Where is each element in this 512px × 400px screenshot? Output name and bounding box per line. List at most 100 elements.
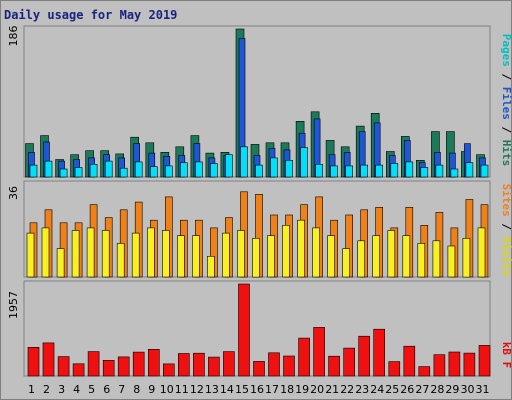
x-tick-label-7: 7: [118, 383, 125, 396]
bar-middle-visits-25: [387, 230, 396, 278]
bar-middle-visits-12: [192, 235, 200, 278]
legend-middle-part-2: Visits: [500, 237, 512, 277]
bar-middle-visits-15: [237, 230, 245, 278]
bar-top-pages-24: [375, 164, 384, 178]
bar-bottom-kbytes-2: [42, 342, 55, 377]
bar-bottom-kbytes-15: [238, 283, 250, 377]
panel-bottom: 1957 kB F: [7, 280, 512, 377]
bar-bottom-kbytes-22: [343, 347, 356, 377]
x-tick-label-19: 19: [295, 383, 309, 396]
bar-bottom-kbytes-12: [193, 352, 205, 377]
x-tick-label-24: 24: [370, 383, 384, 396]
bar-top-pages-6: [104, 160, 113, 178]
bar-top-pages-26: [405, 161, 414, 178]
x-tick-label-5: 5: [88, 383, 95, 396]
bar-bottom-kbytes-24: [373, 328, 386, 377]
bar-top-pages-10: [165, 165, 173, 178]
bar-middle-visits-10: [162, 230, 170, 278]
x-tick-label-11: 11: [175, 383, 189, 396]
bar-top-pages-31: [480, 164, 489, 178]
x-tick-label-1: 1: [28, 383, 35, 396]
bar-middle-visits-11: [177, 235, 185, 278]
bar-top-pages-1: [29, 164, 38, 178]
bar-middle-visits-18: [282, 225, 290, 278]
bar-top-pages-18: [285, 160, 293, 178]
bar-top-pages-4: [74, 167, 83, 178]
bar-bottom-kbytes-20: [313, 327, 325, 377]
bar-bottom-kbytes-28: [433, 354, 446, 377]
panel-bottom-max-label: 1957: [7, 291, 20, 319]
x-tick-label-6: 6: [103, 383, 110, 396]
panel-middle: 36 Sites / Visits: [7, 180, 512, 278]
bar-bottom-kbytes-23: [358, 335, 371, 377]
x-tick-label-2: 2: [43, 383, 50, 396]
x-tick-label-10: 10: [160, 383, 174, 396]
bar-middle-visits-28: [432, 240, 441, 278]
bar-top-pages-16: [255, 164, 263, 178]
bar-bottom-kbytes-30: [463, 352, 476, 377]
bar-middle-visits-7: [116, 243, 125, 278]
bar-middle-visits-4: [71, 230, 80, 278]
legend-top-part-3: /: [500, 120, 512, 140]
bar-top-pages-9: [150, 166, 158, 178]
bar-middle-visits-2: [41, 227, 50, 278]
bar-top-pages-12: [195, 161, 203, 178]
bar-top-pages-7: [119, 167, 128, 178]
panel-middle-legend: Sites / Visits: [500, 184, 512, 277]
bar-top-pages-17: [270, 157, 278, 178]
bar-top-pages-11: [180, 162, 188, 178]
bar-bottom-kbytes-6: [102, 359, 115, 377]
bar-bottom-kbytes-25: [388, 361, 401, 377]
x-tick-label-3: 3: [58, 383, 65, 396]
bar-middle-visits-8: [131, 232, 140, 278]
bar-top-pages-8: [134, 161, 143, 178]
bar-bottom-kbytes-4: [72, 363, 85, 377]
bar-top-pages-23: [360, 164, 369, 178]
x-tick-label-15: 15: [235, 383, 249, 396]
legend-middle-part-0: Sites: [500, 184, 512, 217]
x-tick-label-31: 31: [476, 383, 490, 396]
bar-bottom-kbytes-10: [163, 363, 175, 377]
x-tick-label-22: 22: [340, 383, 354, 396]
panel-top-legend: Pages / Files / Hits: [500, 34, 512, 167]
bar-bottom-kbytes-17: [268, 352, 280, 377]
bar-top-pages-5: [89, 164, 98, 178]
x-tick-label-23: 23: [355, 383, 369, 396]
bar-bottom-kbytes-27: [418, 366, 431, 377]
bar-middle-visits-22: [342, 248, 351, 278]
x-tick-label-28: 28: [430, 383, 444, 396]
legend-bottom-part-0: kB F: [500, 342, 512, 369]
bar-bottom-kbytes-18: [283, 355, 295, 377]
x-tick-label-9: 9: [148, 383, 155, 396]
bar-top-pages-22: [345, 165, 354, 178]
x-tick-label-4: 4: [73, 383, 80, 396]
bar-middle-visits-31: [477, 227, 486, 278]
bar-bottom-kbytes-21: [328, 355, 340, 377]
bar-middle-visits-27: [417, 243, 426, 278]
bar-middle-visits-21: [327, 235, 335, 278]
x-tick-label-16: 16: [250, 383, 264, 396]
bar-top-pages-27: [420, 167, 429, 178]
bar-middle-visits-9: [147, 227, 155, 278]
bar-bottom-kbytes-5: [87, 351, 100, 377]
chart-title: Daily usage for May 2019: [4, 8, 177, 22]
bar-top-pages-14: [225, 154, 233, 178]
bar-bottom-kbytes-8: [132, 351, 145, 377]
bar-middle-visits-20: [312, 227, 320, 278]
x-tick-label-27: 27: [415, 383, 429, 396]
x-tick-label-8: 8: [133, 383, 140, 396]
panel-top: 186 Pages / Files / Hits: [7, 25, 512, 178]
panel-top-max-label: 186: [7, 26, 20, 47]
bar-bottom-kbytes-1: [27, 346, 40, 377]
x-tick-label-25: 25: [385, 383, 399, 396]
panel-middle-max-label: 36: [7, 186, 20, 200]
legend-middle-part-1: /: [500, 217, 512, 237]
bar-top-pages-15: [240, 146, 248, 178]
bar-bottom-kbytes-14: [223, 351, 235, 377]
bar-middle-visits-16: [252, 238, 260, 278]
bar-top-pages-13: [210, 163, 218, 178]
panel-bottom-legend: kB F: [500, 342, 512, 369]
bar-bottom-kbytes-7: [117, 356, 130, 377]
